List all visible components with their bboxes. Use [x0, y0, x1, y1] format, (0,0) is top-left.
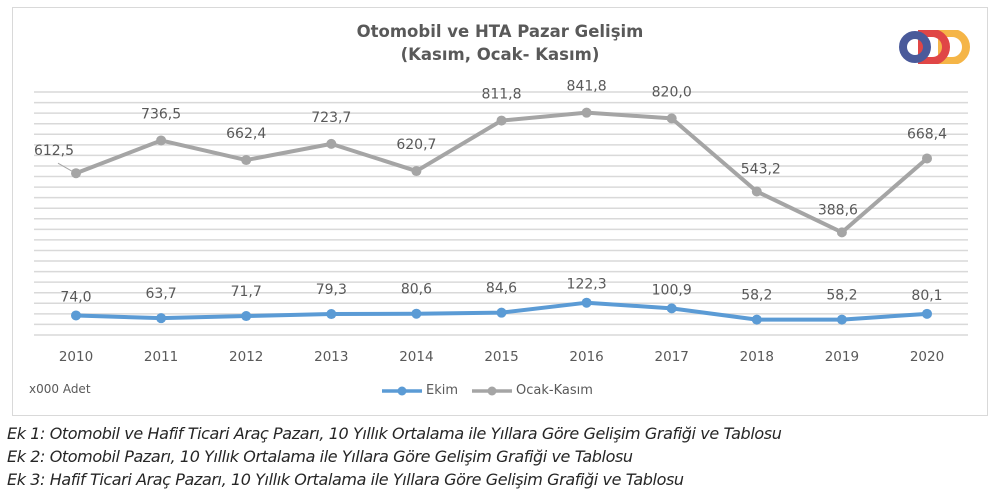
svg-text:2016: 2016	[569, 349, 603, 365]
data-point	[71, 310, 81, 321]
data-label: 58,2	[826, 288, 857, 304]
svg-text:2017: 2017	[655, 349, 689, 365]
data-point	[836, 227, 847, 238]
data-label: 668,4	[907, 126, 947, 142]
chart-container	[12, 7, 988, 416]
data-point	[156, 135, 167, 146]
svg-text:2012: 2012	[229, 349, 263, 365]
svg-text:2010: 2010	[59, 349, 93, 365]
legend-line-marker-icon	[472, 386, 513, 395]
caption-ek3: Ek 3: Hafif Ticari Araç Pazarı, 10 Yıllı…	[7, 470, 684, 489]
data-point	[922, 153, 932, 164]
data-point	[411, 308, 422, 319]
data-label: 122,3	[567, 277, 607, 293]
svg-text:2015: 2015	[484, 349, 518, 365]
data-point	[496, 115, 507, 126]
data-point	[666, 303, 677, 314]
data-point	[922, 308, 932, 319]
svg-text:2018: 2018	[740, 349, 774, 365]
data-point	[751, 186, 762, 197]
data-point	[581, 107, 592, 118]
data-point	[71, 168, 81, 179]
data-label: 84,6	[486, 281, 517, 297]
chart-legend: Ekim Ocak-Kasım	[380, 383, 593, 398]
svg-text:2013: 2013	[314, 349, 348, 365]
caption-ek2: Ek 2: Otomobil Pazarı, 10 Yıllık Ortalam…	[7, 447, 633, 466]
odd-logo-icon	[899, 30, 970, 64]
data-label: 662,4	[226, 126, 266, 142]
data-point	[836, 314, 847, 325]
data-point	[751, 314, 762, 325]
svg-text:2019: 2019	[825, 349, 859, 365]
data-point	[411, 166, 422, 177]
data-point	[241, 155, 252, 166]
data-label: 80,6	[401, 282, 432, 298]
data-point	[666, 113, 677, 124]
legend-item-ocak-kasim: Ocak-Kasım	[470, 383, 593, 398]
svg-text:2011: 2011	[144, 349, 178, 365]
data-label: 543,2	[741, 162, 781, 178]
series-ocak-kasim: 612,5 736,5 662,4 723,7 620,7 811,8 841,8 820,0…	[34, 79, 947, 238]
data-point	[241, 311, 252, 322]
svg-text:2020: 2020	[910, 349, 944, 365]
data-label: 841,8	[567, 79, 607, 95]
data-point	[496, 307, 507, 318]
data-label: 736,5	[141, 106, 181, 122]
data-label: 74,0	[60, 289, 91, 305]
data-label: 71,7	[231, 284, 262, 300]
data-label: 80,1	[911, 288, 942, 304]
data-label: 63,7	[146, 286, 177, 302]
data-point	[156, 313, 167, 324]
legend-item-ekim: Ekim	[380, 383, 458, 398]
data-label: 388,6	[818, 202, 858, 218]
data-point	[326, 309, 337, 320]
data-point	[581, 297, 592, 308]
chart-title: Otomobil ve HTA Pazar Gelişim	[356, 22, 644, 41]
data-point	[326, 138, 337, 149]
unit-label: x000 Adet	[29, 382, 91, 396]
data-label: 100,9	[652, 282, 692, 298]
legend-label: Ekim	[426, 383, 459, 398]
chart-subtitle: (Kasım, Ocak- Kasım)	[400, 45, 600, 64]
legend-label: Ocak-Kasım	[516, 383, 593, 398]
data-label: 79,3	[316, 282, 347, 298]
data-label: 820,0	[652, 84, 692, 100]
data-label: 620,7	[396, 137, 436, 153]
data-label: 612,5	[34, 143, 74, 159]
legend-line-marker-icon	[382, 386, 422, 395]
data-label: 811,8	[481, 87, 521, 103]
line-chart: 2010 2011 2012 2013 2014 2015 2016 2017 2018 2019…	[34, 79, 968, 365]
data-label: 58,2	[741, 288, 772, 304]
series-ekim: 74,0 63,7 71,7 79,3 80,6 84,6 122,3 100,9 58,2 58…	[60, 277, 943, 325]
x-axis-labels: 2010 2011 2012 2013 2014 2015 2016 2017 2018 2019…	[59, 349, 944, 365]
caption-ek1: Ek 1: Otomobil ve Hafif Ticari Araç Paza…	[7, 424, 782, 443]
svg-text:2014: 2014	[399, 349, 433, 365]
data-label: 723,7	[311, 110, 351, 126]
